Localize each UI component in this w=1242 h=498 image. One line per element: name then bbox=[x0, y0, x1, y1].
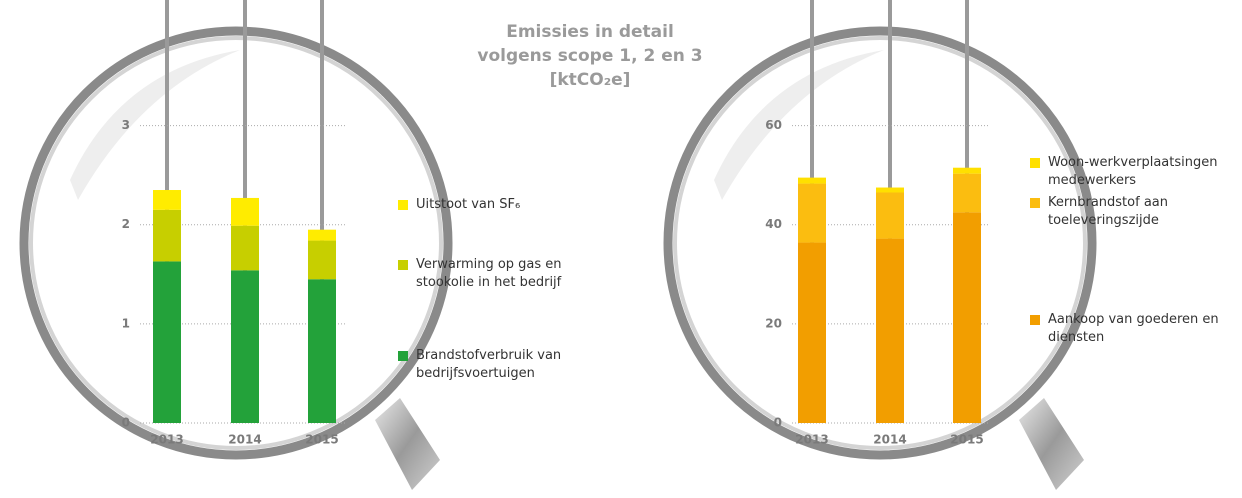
legend-label: Woon-werkverplaatsingen medewerkers bbox=[1048, 154, 1230, 190]
bar-segment bbox=[876, 239, 904, 423]
legend-label: Verwarming op gas en stookolie in het be… bbox=[416, 256, 568, 292]
bar-segment bbox=[153, 190, 181, 210]
legend-swatch bbox=[398, 260, 408, 270]
legend-item: Aankoop van goederen en diensten bbox=[1030, 311, 1230, 347]
bar-segment bbox=[231, 226, 259, 271]
bar-segment bbox=[308, 241, 336, 280]
legend-label: Brandstofverbruik van bedrijfsvoertuigen bbox=[416, 347, 568, 383]
legend-swatch bbox=[398, 351, 408, 361]
y-tick-label: 40 bbox=[765, 217, 782, 231]
legend-swatch bbox=[1030, 315, 1040, 325]
legend-item: Brandstofverbruik van bedrijfsvoertuigen bbox=[398, 347, 568, 383]
bar-segment bbox=[953, 174, 981, 213]
legend-item: Woon-werkverplaatsingen medewerkers bbox=[1030, 154, 1230, 190]
legend-label: Aankoop van goederen en diensten bbox=[1048, 311, 1230, 347]
y-tick-label: 3 bbox=[122, 118, 130, 132]
x-tick-label: 2014 bbox=[228, 433, 261, 447]
x-tick-label: 2015 bbox=[305, 433, 338, 447]
bar-segment bbox=[231, 270, 259, 423]
legend-label: Uitstoot van SF₆ bbox=[416, 196, 520, 214]
bar-segment bbox=[876, 188, 904, 193]
bar-segment bbox=[798, 184, 826, 243]
y-tick-label: 2 bbox=[122, 217, 130, 231]
bar-segment bbox=[153, 261, 181, 423]
x-tick-label: 2013 bbox=[795, 433, 828, 447]
legend-swatch bbox=[398, 200, 408, 210]
y-tick-label: 0 bbox=[122, 416, 130, 430]
legend-item: Uitstoot van SF₆ bbox=[398, 196, 568, 214]
bar-segment bbox=[953, 212, 981, 423]
legend-item: Kernbrandstof aan toeleveringszijde bbox=[1030, 194, 1230, 230]
y-tick-label: 1 bbox=[122, 316, 130, 330]
y-tick-label: 0 bbox=[774, 416, 782, 430]
x-tick-label: 2013 bbox=[150, 433, 183, 447]
bar-segment bbox=[798, 178, 826, 184]
y-tick-label: 60 bbox=[765, 118, 782, 132]
title: Emissies in detail volgens scope 1, 2 en… bbox=[470, 20, 710, 92]
bar-segment bbox=[308, 230, 336, 241]
bar-segment bbox=[953, 168, 981, 174]
bar-segment bbox=[798, 243, 826, 423]
bar-segment bbox=[153, 210, 181, 262]
x-tick-label: 2014 bbox=[873, 433, 906, 447]
legend-item: Verwarming op gas en stookolie in het be… bbox=[398, 256, 568, 292]
legend-swatch bbox=[1030, 198, 1040, 208]
y-tick-label: 20 bbox=[765, 316, 782, 330]
x-tick-label: 2015 bbox=[950, 433, 983, 447]
bar-segment bbox=[231, 198, 259, 226]
legend-label: Kernbrandstof aan toeleveringszijde bbox=[1048, 194, 1230, 230]
page: 0 1 2 3 2013 2014 2015 0 20 40 60 2013 2014 2015 Emis… bbox=[0, 0, 1242, 498]
legend-swatch bbox=[1030, 158, 1040, 168]
bar-segment bbox=[876, 192, 904, 238]
bar-segment bbox=[308, 279, 336, 423]
